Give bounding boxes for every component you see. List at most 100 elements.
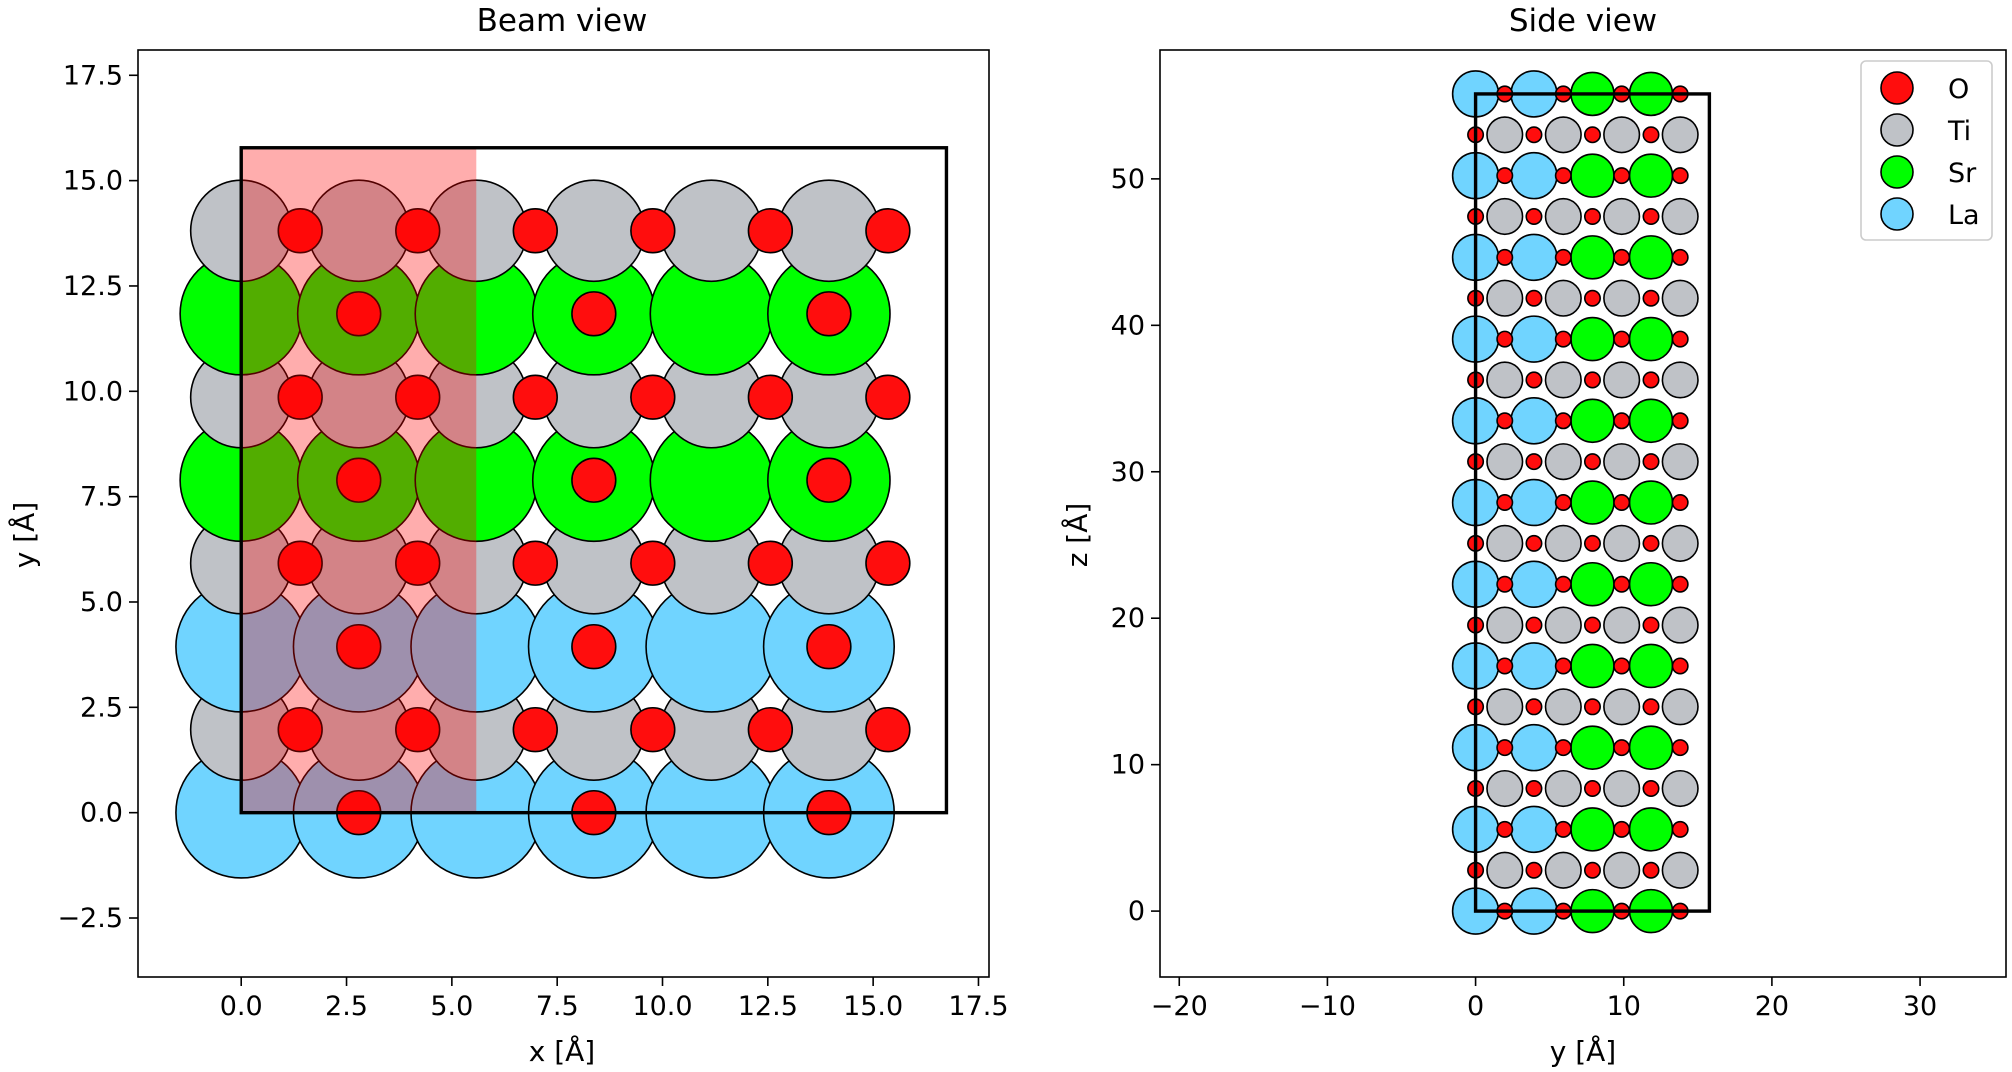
atom-o <box>747 208 794 254</box>
atom-o <box>336 291 382 337</box>
atom-o <box>1613 494 1631 512</box>
atom-o <box>1496 494 1514 512</box>
side-view-y-axis-label: z [Å] <box>1060 503 1094 568</box>
atom-sr <box>1570 643 1615 689</box>
atom-o <box>865 706 911 753</box>
side-view-legend: O Ti Sr La <box>1860 60 1993 241</box>
atom-ti <box>1544 606 1582 644</box>
atom-o <box>806 623 852 670</box>
atom-o <box>1583 208 1601 226</box>
atom-o <box>1671 657 1689 675</box>
beam-view-x-tick-label: 10.0 <box>632 991 692 1022</box>
atom-o <box>1554 575 1572 593</box>
side-view-x-tick-label: −10 <box>1299 991 1356 1022</box>
atom-o <box>1613 167 1631 185</box>
atom-la <box>1510 151 1558 200</box>
atom-o <box>1525 861 1543 879</box>
atom-o <box>1554 248 1572 266</box>
atom-o <box>630 540 676 586</box>
atom-ti <box>1661 769 1699 808</box>
atom-la <box>1510 315 1558 363</box>
atom-ti <box>1486 361 1524 399</box>
atom-o <box>277 208 323 254</box>
beam-view-x-tick-label: 15.0 <box>843 991 903 1022</box>
atom-o <box>1613 820 1631 838</box>
atom-ti <box>1603 279 1641 317</box>
atom-o <box>1554 412 1572 430</box>
atom-o <box>747 374 794 420</box>
atom-ti <box>1661 279 1699 317</box>
atom-ti <box>1544 524 1582 562</box>
atom-o <box>1583 698 1601 716</box>
legend-marker-ti <box>1880 113 1914 147</box>
beam-view-atoms <box>175 146 949 879</box>
beam-view-x-tick-label: 2.5 <box>325 991 368 1022</box>
atom-ti <box>1603 197 1641 236</box>
atom-sr <box>1628 561 1674 607</box>
atom-ti <box>1661 524 1699 562</box>
beam-view-y-tick-label: 12.5 <box>63 271 123 302</box>
atom-o <box>1554 657 1572 675</box>
atom-o <box>1583 126 1601 144</box>
beam-view-axes: 0.0 2.5 5.0 7.5 10.0 12.5 15.0 17.5 −2.5 0.0 2.5 5.… <box>57 49 1009 1022</box>
atom-sr <box>1628 235 1674 280</box>
atom-o <box>806 291 852 337</box>
beam-view-x-tick-label: 7.5 <box>536 991 579 1022</box>
side-view-y-tick-label: 30 <box>1111 457 1145 488</box>
atom-o <box>1583 453 1601 471</box>
side-view-x-tick-label: 20 <box>1755 991 1789 1022</box>
atom-o <box>630 208 676 254</box>
atom-o <box>1496 657 1514 675</box>
atom-o <box>1496 820 1514 838</box>
atom-o <box>1671 248 1689 266</box>
legend-marker-la <box>1880 197 1914 231</box>
side-view-x-tick-label: 30 <box>1903 991 1937 1022</box>
side-view-y-tick-label: 0 <box>1128 896 1145 927</box>
atom-ti <box>1544 443 1582 481</box>
atom-o <box>512 540 558 586</box>
atom-o <box>1671 820 1689 838</box>
atom-la <box>1510 397 1558 445</box>
atom-sr <box>1628 316 1674 362</box>
atom-sr <box>1570 725 1615 770</box>
atom-ti <box>1661 361 1699 399</box>
atom-ti <box>1486 279 1524 317</box>
atom-o <box>1613 657 1631 675</box>
atom-o <box>1642 698 1660 716</box>
atom-o <box>512 374 558 420</box>
atom-o <box>1525 208 1543 226</box>
atom-la <box>1510 642 1558 690</box>
side-view-x-tick-label: 0 <box>1467 991 1484 1022</box>
atom-sr <box>1570 235 1615 280</box>
atom-o <box>1642 861 1660 879</box>
atom-o <box>1671 494 1689 512</box>
atom-o <box>1583 616 1601 634</box>
legend-label-la: La <box>1948 200 1980 231</box>
atom-o <box>395 540 441 586</box>
atom-o <box>277 706 323 753</box>
atom-o <box>1583 289 1601 307</box>
atom-la <box>1510 723 1558 772</box>
atom-ti <box>1486 769 1524 808</box>
legend-label-ti: Ti <box>1947 116 1971 147</box>
atom-o <box>1671 575 1689 593</box>
atom-sr <box>1628 398 1674 444</box>
beam-view-y-tick-label: 2.5 <box>80 692 123 723</box>
atom-o <box>1642 534 1660 552</box>
atom-o <box>747 706 794 753</box>
atom-o <box>1496 575 1514 593</box>
legend-box <box>1860 60 1993 241</box>
side-view-y-tick-label: 10 <box>1111 750 1145 781</box>
atom-o <box>1642 371 1660 389</box>
side-view-x-tick-label: 10 <box>1607 991 1641 1022</box>
legend-marker-sr <box>1880 155 1914 189</box>
side-view-title: Side view <box>1509 3 1657 39</box>
atom-o <box>1554 820 1572 838</box>
atom-o <box>571 457 617 503</box>
atom-ti <box>1486 851 1524 889</box>
atom-o <box>1554 494 1572 512</box>
atom-ti <box>1603 361 1641 399</box>
beam-view-y-axis-label: y [Å] <box>7 502 41 568</box>
atom-ti <box>1661 116 1699 154</box>
